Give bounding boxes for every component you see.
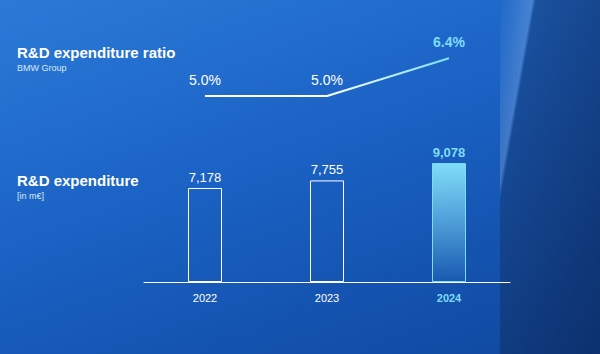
svg-text:7,755: 7,755 [311, 162, 344, 177]
svg-text:2022: 2022 [193, 292, 217, 304]
svg-text:9,078: 9,078 [433, 145, 466, 160]
svg-text:6.4%: 6.4% [433, 34, 465, 50]
svg-text:5.0%: 5.0% [189, 72, 221, 88]
svg-text:R&D expenditure ratio: R&D expenditure ratio [17, 44, 175, 61]
svg-text:BMW Group: BMW Group [17, 63, 67, 73]
svg-text:2024: 2024 [437, 292, 462, 304]
svg-text:5.0%: 5.0% [311, 72, 343, 88]
svg-text:7,178: 7,178 [189, 170, 222, 185]
svg-text:2023: 2023 [315, 292, 339, 304]
svg-text:R&D expenditure: R&D expenditure [17, 172, 139, 189]
svg-text:[in m€]: [in m€] [17, 191, 44, 201]
